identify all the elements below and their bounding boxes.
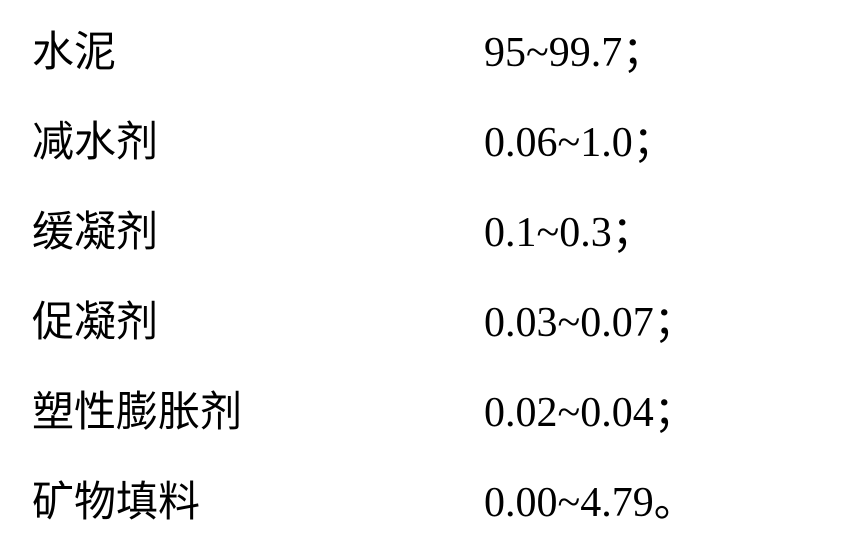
table-row: 减水剂 0.06~1.0；: [32, 108, 832, 169]
table-row: 矿物填料 0.00~4.79。: [32, 468, 832, 529]
ingredient-label: 矿物填料: [32, 468, 484, 529]
table-row: 塑性膨胀剂 0.02~0.04；: [32, 378, 832, 439]
table-row: 促凝剂 0.03~0.07；: [32, 288, 832, 349]
ingredient-label: 水泥: [32, 18, 484, 79]
table-row: 缓凝剂 0.1~0.3；: [32, 198, 832, 259]
ingredient-label: 缓凝剂: [32, 198, 484, 259]
ingredient-value: 0.00~4.79。: [484, 468, 696, 529]
ingredient-label: 促凝剂: [32, 288, 484, 349]
ingredient-value: 95~99.7；: [484, 18, 664, 79]
ingredient-value: 0.03~0.07；: [484, 288, 696, 349]
ingredient-value: 0.06~1.0；: [484, 108, 675, 169]
ingredient-label: 减水剂: [32, 108, 484, 169]
ingredient-label: 塑性膨胀剂: [32, 378, 484, 439]
ingredient-list: 水泥 95~99.7； 减水剂 0.06~1.0； 缓凝剂 0.1~0.3； 促…: [0, 0, 866, 555]
table-row: 水泥 95~99.7；: [32, 18, 832, 79]
ingredient-value: 0.1~0.3；: [484, 198, 654, 259]
ingredient-value: 0.02~0.04；: [484, 378, 696, 439]
